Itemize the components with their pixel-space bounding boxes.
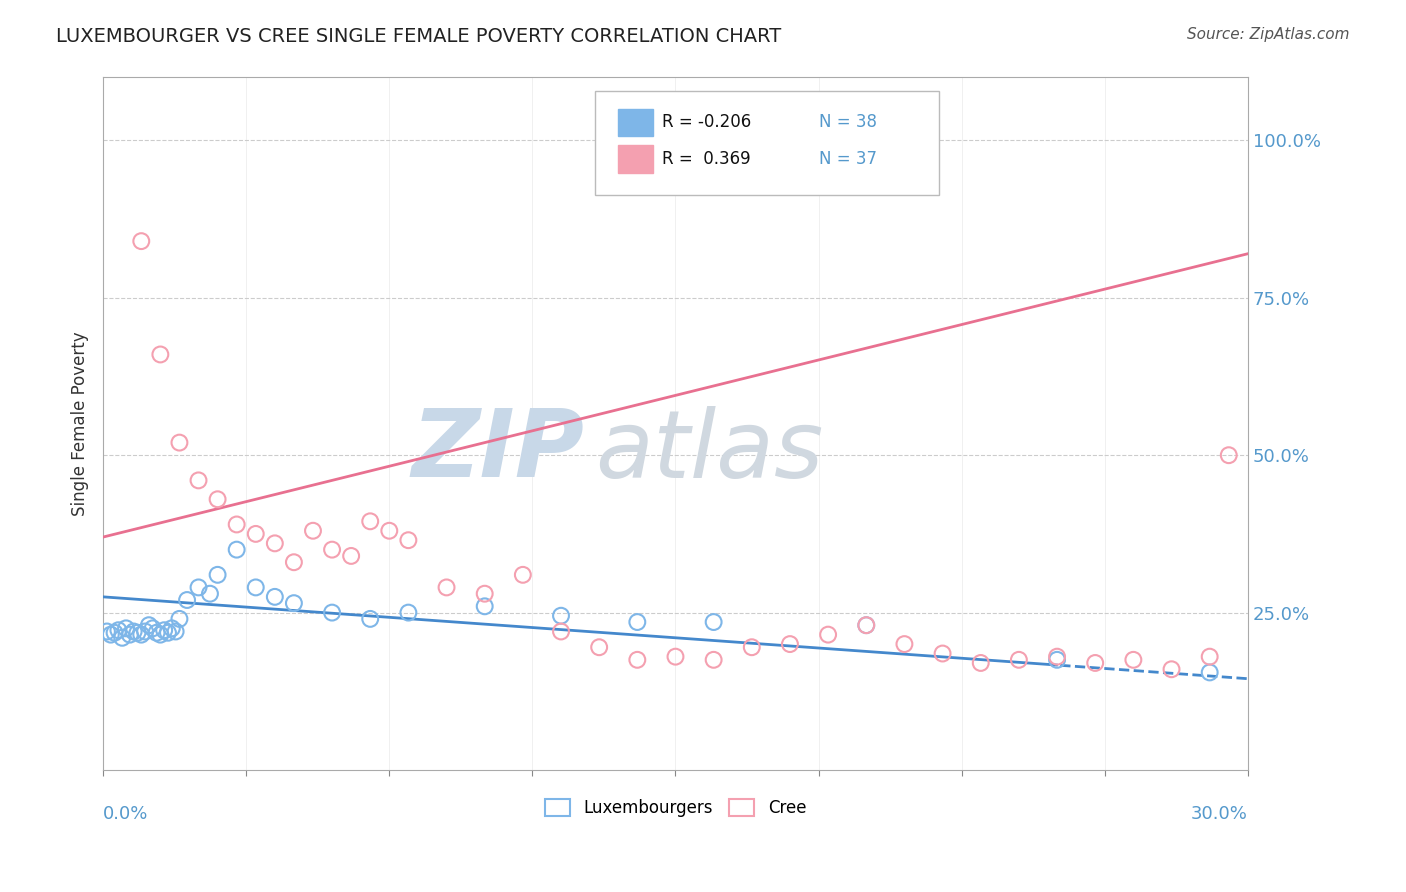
Point xyxy=(100,627,122,641)
Point xyxy=(1122,653,1144,667)
Point xyxy=(1008,653,1031,667)
Point xyxy=(321,542,343,557)
Point xyxy=(1198,665,1220,680)
Point xyxy=(149,347,172,361)
Point xyxy=(187,474,209,488)
Point xyxy=(855,618,877,632)
Point xyxy=(263,536,285,550)
Point xyxy=(1084,656,1107,670)
Point xyxy=(207,567,229,582)
Point xyxy=(245,581,267,595)
Point xyxy=(741,640,763,655)
Point xyxy=(1046,653,1069,667)
Point xyxy=(127,625,149,640)
Point xyxy=(703,653,725,667)
Text: R = -0.206: R = -0.206 xyxy=(662,113,751,131)
Point xyxy=(169,435,191,450)
Point xyxy=(138,618,160,632)
Point xyxy=(118,627,141,641)
Point xyxy=(855,618,877,632)
Point xyxy=(263,590,285,604)
Point xyxy=(225,517,247,532)
Point xyxy=(474,587,496,601)
Text: ZIP: ZIP xyxy=(411,406,583,498)
Point xyxy=(1218,448,1240,462)
Point xyxy=(626,653,648,667)
Point xyxy=(153,624,176,638)
Text: 0.0%: 0.0% xyxy=(103,805,149,822)
Point xyxy=(107,624,129,638)
Text: N = 37: N = 37 xyxy=(818,150,876,169)
Text: R =  0.369: R = 0.369 xyxy=(662,150,751,169)
Point xyxy=(893,637,915,651)
FancyBboxPatch shape xyxy=(595,91,939,195)
FancyBboxPatch shape xyxy=(619,109,652,136)
Point xyxy=(1160,662,1182,676)
Point xyxy=(198,587,221,601)
Point xyxy=(245,527,267,541)
Point xyxy=(703,615,725,629)
Point xyxy=(779,637,801,651)
Point xyxy=(225,542,247,557)
Point xyxy=(970,656,993,670)
Point xyxy=(96,624,118,639)
Point xyxy=(187,581,209,595)
Point xyxy=(149,627,172,641)
Text: 30.0%: 30.0% xyxy=(1191,805,1249,822)
Point xyxy=(474,599,496,614)
Point xyxy=(142,621,165,635)
Point xyxy=(396,606,419,620)
Point xyxy=(207,492,229,507)
Text: LUXEMBOURGER VS CREE SINGLE FEMALE POVERTY CORRELATION CHART: LUXEMBOURGER VS CREE SINGLE FEMALE POVER… xyxy=(56,27,782,45)
Point xyxy=(378,524,401,538)
Point xyxy=(169,612,191,626)
Point xyxy=(931,647,953,661)
Point xyxy=(550,608,572,623)
Point xyxy=(359,514,381,528)
Point xyxy=(103,625,125,640)
Point xyxy=(156,625,179,640)
Point xyxy=(176,593,198,607)
Point xyxy=(165,624,187,639)
Point xyxy=(817,627,839,641)
FancyBboxPatch shape xyxy=(619,145,652,173)
Point xyxy=(359,612,381,626)
Point xyxy=(550,624,572,639)
Point xyxy=(626,615,648,629)
Point xyxy=(321,606,343,620)
Point xyxy=(283,555,305,569)
Point xyxy=(160,621,183,635)
Y-axis label: Single Female Poverty: Single Female Poverty xyxy=(72,332,89,516)
Point xyxy=(115,621,138,635)
Point xyxy=(1198,649,1220,664)
Legend: Luxembourgers, Cree: Luxembourgers, Cree xyxy=(538,792,813,824)
Point xyxy=(436,581,458,595)
Text: atlas: atlas xyxy=(595,406,824,497)
Point xyxy=(122,624,145,639)
Point xyxy=(129,627,152,641)
Point xyxy=(302,524,325,538)
Point xyxy=(129,234,152,248)
Point xyxy=(512,567,534,582)
Point xyxy=(340,549,363,563)
Text: Source: ZipAtlas.com: Source: ZipAtlas.com xyxy=(1187,27,1350,42)
Point xyxy=(111,631,134,645)
Point xyxy=(396,533,419,548)
Point xyxy=(134,624,156,639)
Point xyxy=(145,625,167,640)
Point xyxy=(283,596,305,610)
Text: N = 38: N = 38 xyxy=(818,113,876,131)
Point xyxy=(588,640,610,655)
Point xyxy=(1046,649,1069,664)
Point xyxy=(664,649,686,664)
